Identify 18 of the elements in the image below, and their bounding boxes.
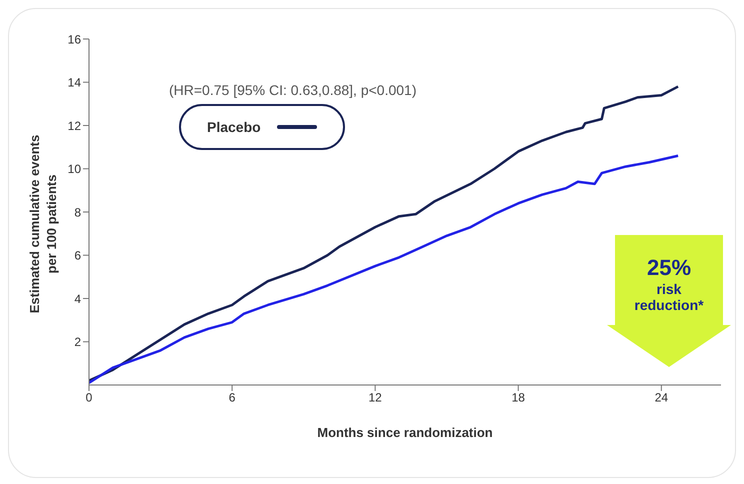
y-tick-label: 2 [74, 335, 82, 350]
x-tick-label: 24 [654, 390, 668, 405]
annotation: (HR=0.75 [95% CI: 0.63,0.88], p<0.001) [169, 82, 416, 98]
annotation: 25% risk reduction* [633, 255, 705, 313]
x-tick-label: 6 [228, 390, 236, 405]
y-tick-label: 8 [74, 205, 82, 220]
x-tick-label: 18 [512, 390, 526, 405]
x-tick-label: 12 [368, 390, 382, 405]
y-tick-label: 12 [68, 118, 82, 133]
y-tick-label: 6 [74, 248, 82, 263]
y-tick-label: 10 [68, 162, 82, 176]
x-tick-label: 0 [86, 390, 93, 405]
x-axis-title: Months since randomization [317, 425, 493, 440]
y-tick-label: 16 [68, 32, 82, 46]
legend-label: Placebo [207, 119, 261, 135]
y-tick-label: 4 [74, 292, 82, 306]
y-tick-label: 14 [68, 76, 82, 90]
y-axis-title: Estimated cumulative events per 100 patients [26, 134, 60, 314]
